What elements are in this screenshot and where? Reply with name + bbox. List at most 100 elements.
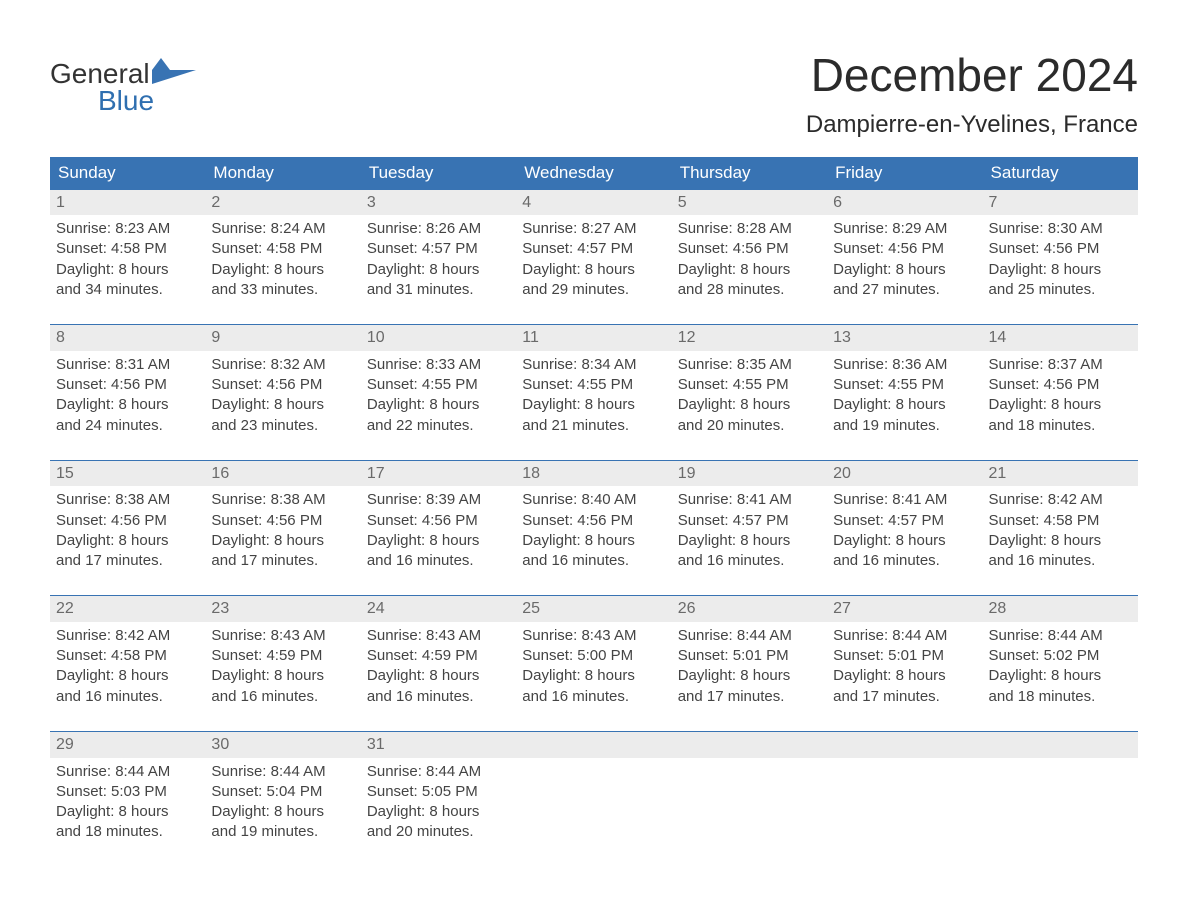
- sunset-line: Sunset: 4:56 PM: [211, 511, 354, 531]
- day-content: Sunrise: 8:26 AMSunset: 4:57 PMDaylight:…: [361, 215, 516, 304]
- logo-text-bottom: Blue: [50, 87, 196, 115]
- day-content: Sunrise: 8:39 AMSunset: 4:56 PMDaylight:…: [361, 486, 516, 575]
- day-cell: 30Sunrise: 8:44 AMSunset: 5:04 PMDayligh…: [205, 732, 360, 847]
- day-cell: [827, 732, 982, 847]
- daylight-line-2: and 19 minutes.: [211, 822, 354, 842]
- day-cell: 1Sunrise: 8:23 AMSunset: 4:58 PMDaylight…: [50, 190, 205, 305]
- dow-friday: Friday: [827, 157, 982, 189]
- day-number: 22: [50, 596, 205, 622]
- sunset-line: Sunset: 4:56 PM: [522, 511, 665, 531]
- sunset-line: Sunset: 4:56 PM: [211, 375, 354, 395]
- sunset-line: Sunset: 4:55 PM: [367, 375, 510, 395]
- dow-monday: Monday: [205, 157, 360, 189]
- day-number: [672, 732, 827, 758]
- daylight-line-2: and 16 minutes.: [56, 687, 199, 707]
- day-of-week-header: Sunday Monday Tuesday Wednesday Thursday…: [50, 157, 1138, 189]
- day-content: Sunrise: 8:27 AMSunset: 4:57 PMDaylight:…: [516, 215, 671, 304]
- sunrise-line: Sunrise: 8:42 AM: [56, 626, 199, 646]
- day-cell: 12Sunrise: 8:35 AMSunset: 4:55 PMDayligh…: [672, 325, 827, 440]
- calendar-page: General Blue December 2024 Dampierre-en-…: [0, 0, 1188, 907]
- daylight-line-1: Daylight: 8 hours: [211, 395, 354, 415]
- day-cell: 23Sunrise: 8:43 AMSunset: 4:59 PMDayligh…: [205, 596, 360, 711]
- day-number: 9: [205, 325, 360, 351]
- sunrise-line: Sunrise: 8:34 AM: [522, 355, 665, 375]
- daylight-line-1: Daylight: 8 hours: [678, 395, 821, 415]
- day-number: 3: [361, 190, 516, 216]
- day-cell: 25Sunrise: 8:43 AMSunset: 5:00 PMDayligh…: [516, 596, 671, 711]
- day-cell: 8Sunrise: 8:31 AMSunset: 4:56 PMDaylight…: [50, 325, 205, 440]
- calendar-grid: Sunday Monday Tuesday Wednesday Thursday…: [50, 157, 1138, 847]
- day-cell: 19Sunrise: 8:41 AMSunset: 4:57 PMDayligh…: [672, 461, 827, 576]
- day-cell: 7Sunrise: 8:30 AMSunset: 4:56 PMDaylight…: [983, 190, 1138, 305]
- sunrise-line: Sunrise: 8:43 AM: [522, 626, 665, 646]
- day-number: 8: [50, 325, 205, 351]
- sunrise-line: Sunrise: 8:32 AM: [211, 355, 354, 375]
- day-cell: 5Sunrise: 8:28 AMSunset: 4:56 PMDaylight…: [672, 190, 827, 305]
- sunset-line: Sunset: 4:55 PM: [678, 375, 821, 395]
- day-number: 13: [827, 325, 982, 351]
- daylight-line-2: and 25 minutes.: [989, 280, 1132, 300]
- sunset-line: Sunset: 4:56 PM: [367, 511, 510, 531]
- day-content: Sunrise: 8:40 AMSunset: 4:56 PMDaylight:…: [516, 486, 671, 575]
- day-number: 23: [205, 596, 360, 622]
- daylight-line-1: Daylight: 8 hours: [989, 395, 1132, 415]
- daylight-line-2: and 16 minutes.: [367, 687, 510, 707]
- day-content: Sunrise: 8:30 AMSunset: 4:56 PMDaylight:…: [983, 215, 1138, 304]
- daylight-line-1: Daylight: 8 hours: [678, 260, 821, 280]
- sunrise-line: Sunrise: 8:29 AM: [833, 219, 976, 239]
- day-cell: 22Sunrise: 8:42 AMSunset: 4:58 PMDayligh…: [50, 596, 205, 711]
- day-cell: 18Sunrise: 8:40 AMSunset: 4:56 PMDayligh…: [516, 461, 671, 576]
- day-content: Sunrise: 8:43 AMSunset: 4:59 PMDaylight:…: [205, 622, 360, 711]
- day-number: 14: [983, 325, 1138, 351]
- sunset-line: Sunset: 4:59 PM: [367, 646, 510, 666]
- day-number: 16: [205, 461, 360, 487]
- day-cell: [516, 732, 671, 847]
- daylight-line-1: Daylight: 8 hours: [522, 531, 665, 551]
- sunrise-line: Sunrise: 8:39 AM: [367, 490, 510, 510]
- sunrise-line: Sunrise: 8:36 AM: [833, 355, 976, 375]
- daylight-line-2: and 16 minutes.: [522, 687, 665, 707]
- daylight-line-1: Daylight: 8 hours: [833, 260, 976, 280]
- sunset-line: Sunset: 4:56 PM: [56, 511, 199, 531]
- sunset-line: Sunset: 5:04 PM: [211, 782, 354, 802]
- sunrise-line: Sunrise: 8:30 AM: [989, 219, 1132, 239]
- week-row: 15Sunrise: 8:38 AMSunset: 4:56 PMDayligh…: [50, 460, 1138, 576]
- sunrise-line: Sunrise: 8:26 AM: [367, 219, 510, 239]
- day-number: 7: [983, 190, 1138, 216]
- sunset-line: Sunset: 4:57 PM: [522, 239, 665, 259]
- day-content: Sunrise: 8:37 AMSunset: 4:56 PMDaylight:…: [983, 351, 1138, 440]
- location-subtitle: Dampierre-en-Yvelines, France: [806, 111, 1138, 139]
- daylight-line-1: Daylight: 8 hours: [211, 666, 354, 686]
- daylight-line-1: Daylight: 8 hours: [211, 531, 354, 551]
- sunset-line: Sunset: 5:00 PM: [522, 646, 665, 666]
- week-row: 22Sunrise: 8:42 AMSunset: 4:58 PMDayligh…: [50, 595, 1138, 711]
- daylight-line-1: Daylight: 8 hours: [989, 260, 1132, 280]
- daylight-line-2: and 19 minutes.: [833, 416, 976, 436]
- logo-flag-icon: [152, 58, 196, 89]
- day-content: Sunrise: 8:34 AMSunset: 4:55 PMDaylight:…: [516, 351, 671, 440]
- daylight-line-2: and 22 minutes.: [367, 416, 510, 436]
- day-cell: 11Sunrise: 8:34 AMSunset: 4:55 PMDayligh…: [516, 325, 671, 440]
- sunset-line: Sunset: 5:02 PM: [989, 646, 1132, 666]
- sunset-line: Sunset: 5:05 PM: [367, 782, 510, 802]
- daylight-line-2: and 18 minutes.: [989, 687, 1132, 707]
- sunrise-line: Sunrise: 8:33 AM: [367, 355, 510, 375]
- day-content: Sunrise: 8:31 AMSunset: 4:56 PMDaylight:…: [50, 351, 205, 440]
- day-content: Sunrise: 8:36 AMSunset: 4:55 PMDaylight:…: [827, 351, 982, 440]
- day-cell: 14Sunrise: 8:37 AMSunset: 4:56 PMDayligh…: [983, 325, 1138, 440]
- day-content: Sunrise: 8:38 AMSunset: 4:56 PMDaylight:…: [205, 486, 360, 575]
- day-number: 12: [672, 325, 827, 351]
- daylight-line-1: Daylight: 8 hours: [56, 531, 199, 551]
- daylight-line-1: Daylight: 8 hours: [211, 260, 354, 280]
- day-cell: 28Sunrise: 8:44 AMSunset: 5:02 PMDayligh…: [983, 596, 1138, 711]
- daylight-line-1: Daylight: 8 hours: [678, 666, 821, 686]
- sunrise-line: Sunrise: 8:44 AM: [56, 762, 199, 782]
- daylight-line-2: and 29 minutes.: [522, 280, 665, 300]
- daylight-line-2: and 33 minutes.: [211, 280, 354, 300]
- daylight-line-1: Daylight: 8 hours: [211, 802, 354, 822]
- day-content: Sunrise: 8:41 AMSunset: 4:57 PMDaylight:…: [672, 486, 827, 575]
- sunset-line: Sunset: 4:56 PM: [989, 239, 1132, 259]
- sunset-line: Sunset: 4:57 PM: [678, 511, 821, 531]
- daylight-line-2: and 17 minutes.: [56, 551, 199, 571]
- sunrise-line: Sunrise: 8:28 AM: [678, 219, 821, 239]
